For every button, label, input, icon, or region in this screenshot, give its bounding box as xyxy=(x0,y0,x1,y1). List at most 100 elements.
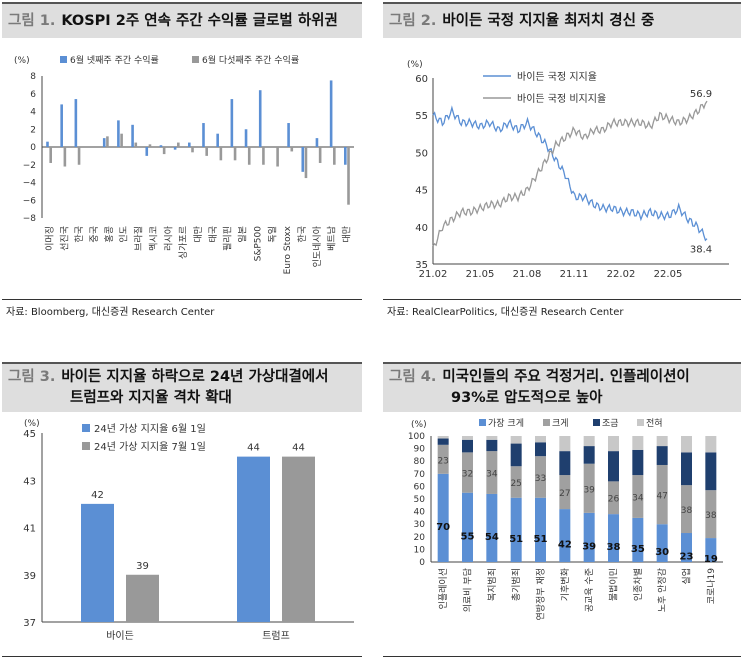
y-tick-label: 41 xyxy=(23,524,36,535)
series-line xyxy=(432,105,708,242)
y-tick-label: 0 xyxy=(30,143,36,153)
chart-kospi-returns: (%)8 6 4 2 0 −2 −4 −6 −8 6월 넷째주 주간 수익률 6월 다섯째주 주간 … xyxy=(14,54,354,274)
source-divider xyxy=(383,299,741,300)
y-tick-label: 80 xyxy=(414,457,426,467)
bar xyxy=(126,574,159,622)
bar-segment xyxy=(705,538,717,562)
y-tick-label: 55 xyxy=(415,111,428,122)
x-tick-label: 21.05 xyxy=(466,269,495,280)
y-tick-label: 50 xyxy=(415,148,428,159)
x-tick-label: 연방정부 재정 xyxy=(536,568,547,621)
x-tick-label: 21.02 xyxy=(419,269,448,280)
data-label: 33 xyxy=(535,474,546,484)
x-tick-label: 바이든 xyxy=(106,630,134,642)
data-label: 39 xyxy=(582,541,596,552)
x-tick-label: 트럼프 xyxy=(262,629,290,642)
x-tick-label: 베트남 xyxy=(327,226,338,251)
bar xyxy=(63,147,67,167)
data-label: 54 xyxy=(485,532,499,543)
x-tick-label: 노후 안정감 xyxy=(656,568,668,612)
panel-title-bar: 그림 4. 미국인들의 주요 걱정거리. 인플레이션이 93%로 압도적으로 높아 xyxy=(383,362,741,412)
bar-segment xyxy=(705,436,717,453)
unit-label: (%) xyxy=(14,56,30,66)
source-divider xyxy=(2,299,362,300)
data-label: 39 xyxy=(136,561,149,572)
legend-label: 바이든 국정 비지지율 xyxy=(517,93,606,105)
x-tick-label: 인플레이션 xyxy=(438,568,449,609)
bar xyxy=(120,133,123,147)
y-tick-label: 4 xyxy=(30,108,36,118)
x-tick-label: 태국 xyxy=(208,226,219,243)
y-tick-label: 40 xyxy=(415,223,428,234)
legend-label: 6월 다섯째주 주간 수익률 xyxy=(202,54,299,66)
bar-segment xyxy=(437,438,449,445)
bar-segment xyxy=(486,436,498,440)
data-label: 34 xyxy=(486,470,498,480)
x-tick-label: 기후변화 xyxy=(560,568,571,601)
bar xyxy=(106,136,109,147)
bar xyxy=(262,147,265,165)
y-tick-label: 10 xyxy=(414,545,426,555)
data-label: 38 xyxy=(681,506,693,516)
y-tick-label: −6 xyxy=(23,196,37,206)
bar-segment xyxy=(656,464,668,525)
bar-segment xyxy=(535,436,546,443)
bar xyxy=(74,99,78,147)
legend-label: 가장 크게 xyxy=(488,418,524,429)
bar xyxy=(258,90,262,147)
x-tick-label: 브라질 xyxy=(133,226,145,251)
bar-segment xyxy=(681,452,692,486)
bar-segment xyxy=(462,492,473,562)
panel-title-line1: 미국인들의 주요 걱정거리. 인플레이션이 xyxy=(442,369,690,385)
x-tick-label: 한국 xyxy=(297,226,308,243)
y-tick-label: 50 xyxy=(414,495,426,505)
bar-segment xyxy=(486,439,498,452)
y-tick-label: 39 xyxy=(23,571,36,582)
figure-label: 그림 4. xyxy=(389,369,437,385)
chart-2024-matchup: (%)45 43 41 39 37 42 44 24년 가상 지지율 6월 1일 39 44 24년… xyxy=(23,419,354,642)
bar xyxy=(233,147,237,161)
panel-2024-matchup: 그림 3. 바이든 지지율 하락으로 24년 가상대결에서 트럼프와 지지율 격차… xyxy=(2,362,362,659)
y-tick-label: 43 xyxy=(23,476,36,487)
y-tick-label: 40 xyxy=(414,508,426,518)
data-label: 23 xyxy=(680,552,694,563)
bar-segment xyxy=(437,444,449,474)
bar-segment xyxy=(705,452,717,491)
panel-title: KOSPI 2주 연속 주간 수익률 글로벌 하위권 xyxy=(61,13,338,29)
bar-segment xyxy=(559,475,571,510)
panel-title-line2: 93%로 압도적으로 높아 xyxy=(451,390,603,406)
legend-swatch xyxy=(479,419,486,426)
panel-biden-approval: 그림 2. 바이든 국정 지지율 최저치 경신 중 (%) 60 55 50 45 40 35… xyxy=(383,2,741,320)
y-tick-label: 35 xyxy=(415,260,428,271)
x-tick-label: 이머징 xyxy=(44,226,55,251)
data-label: 26 xyxy=(608,495,620,505)
bar xyxy=(247,147,251,165)
bar xyxy=(344,147,347,165)
data-label: 23 xyxy=(437,456,448,466)
panel-american-worries: 그림 4. 미국인들의 주요 걱정거리. 인플레이션이 93%로 압도적으로 높아… xyxy=(383,362,741,659)
x-tick-label: 인도 xyxy=(119,226,130,243)
y-tick-label: 0 xyxy=(419,558,425,568)
bar-segment xyxy=(535,497,546,562)
x-tick-label: 멕시코 xyxy=(148,226,159,251)
bar xyxy=(205,147,208,156)
y-tick-label: 20 xyxy=(414,533,426,543)
bar xyxy=(131,124,134,147)
figure-label: 그림 2. xyxy=(389,13,437,29)
bar-segment xyxy=(510,436,522,444)
bar-segment xyxy=(486,451,498,494)
y-tick-label: 45 xyxy=(23,429,36,440)
x-tick-label: 러시아 xyxy=(163,225,174,251)
y-tick-label: 100 xyxy=(408,432,425,442)
data-label: 47 xyxy=(656,492,667,502)
panel-bottom-divider xyxy=(2,656,362,657)
bar-segment xyxy=(656,524,668,562)
data-label: 32 xyxy=(462,470,473,480)
bar xyxy=(145,147,149,156)
bar xyxy=(301,147,305,172)
y-tick-label: 6 xyxy=(30,90,36,100)
data-label: 44 xyxy=(247,443,260,454)
bar-segment xyxy=(656,446,668,465)
x-tick-label: 21.08 xyxy=(513,269,542,280)
data-label: 42 xyxy=(91,490,104,501)
